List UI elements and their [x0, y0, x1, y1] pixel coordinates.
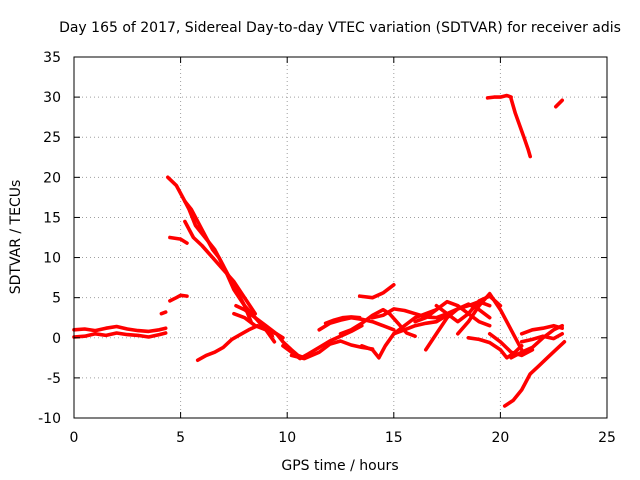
- series-trace-s4: [168, 293, 189, 303]
- series-trace-s13: [289, 339, 375, 361]
- axis-ticks: [73, 56, 608, 419]
- series-trace-s22: [423, 302, 492, 352]
- y-tick-label: -5: [47, 371, 61, 387]
- y-tick-label: 0: [52, 331, 61, 347]
- series-trace-s9: [195, 323, 275, 363]
- series-trace-s2: [72, 331, 168, 339]
- y-tick-label: 25: [43, 130, 61, 146]
- y-tick-label: 10: [43, 251, 61, 267]
- plot-frame: [73, 56, 608, 419]
- chart-title: Day 165 of 2017, Sidereal Day-to-day VTE…: [59, 20, 621, 36]
- series-trace-s31: [485, 93, 513, 100]
- series-trace-s11: [234, 303, 277, 344]
- y-axis-label: SDTVAR / TECUs: [8, 180, 24, 295]
- y-tick-label: 5: [52, 291, 61, 307]
- y-tick-label: 20: [43, 170, 61, 186]
- series-trace-s20: [391, 299, 492, 336]
- series-trace-s29: [519, 323, 565, 336]
- series-trace-s30: [519, 331, 565, 344]
- series-trace-s28: [509, 323, 565, 360]
- series-trace-s27: [502, 339, 567, 408]
- series-trace-s5: [168, 235, 189, 245]
- x-tick-label: 10: [278, 430, 296, 446]
- x-tick-label: 25: [598, 430, 616, 446]
- y-tick-label: -10: [38, 411, 61, 427]
- y-tick-label: 30: [43, 90, 61, 106]
- series-trace-s15: [323, 315, 362, 326]
- x-tick-label: 0: [70, 430, 79, 446]
- y-tick-label: 35: [43, 50, 61, 66]
- series-trace-s21: [413, 299, 492, 328]
- x-tick-label: 5: [176, 430, 185, 446]
- data-traces: [72, 93, 567, 408]
- series-trace-s8: [183, 219, 257, 316]
- x-tick-label: 20: [491, 430, 509, 446]
- series-trace-s26: [487, 331, 535, 358]
- series-trace-s24: [455, 291, 524, 352]
- series-trace-s3: [159, 310, 168, 316]
- y-axis-tick-labels: -10 -5 0 5 10 15 20 25 30 35: [38, 50, 61, 427]
- series-trace-s16: [357, 282, 396, 300]
- y-tick-label: 15: [43, 210, 61, 226]
- series-trace-s7: [183, 199, 285, 340]
- x-tick-label: 15: [385, 430, 403, 446]
- x-axis-tick-labels: 0 5 10 15 20 25: [70, 430, 616, 446]
- series-trace-s33: [553, 98, 565, 109]
- series-trace-s32: [509, 96, 533, 159]
- series-trace-s19: [370, 307, 460, 320]
- series-trace-s1: [72, 324, 168, 334]
- grid-lines: [74, 57, 607, 418]
- x-axis-label: GPS time / hours: [281, 458, 398, 474]
